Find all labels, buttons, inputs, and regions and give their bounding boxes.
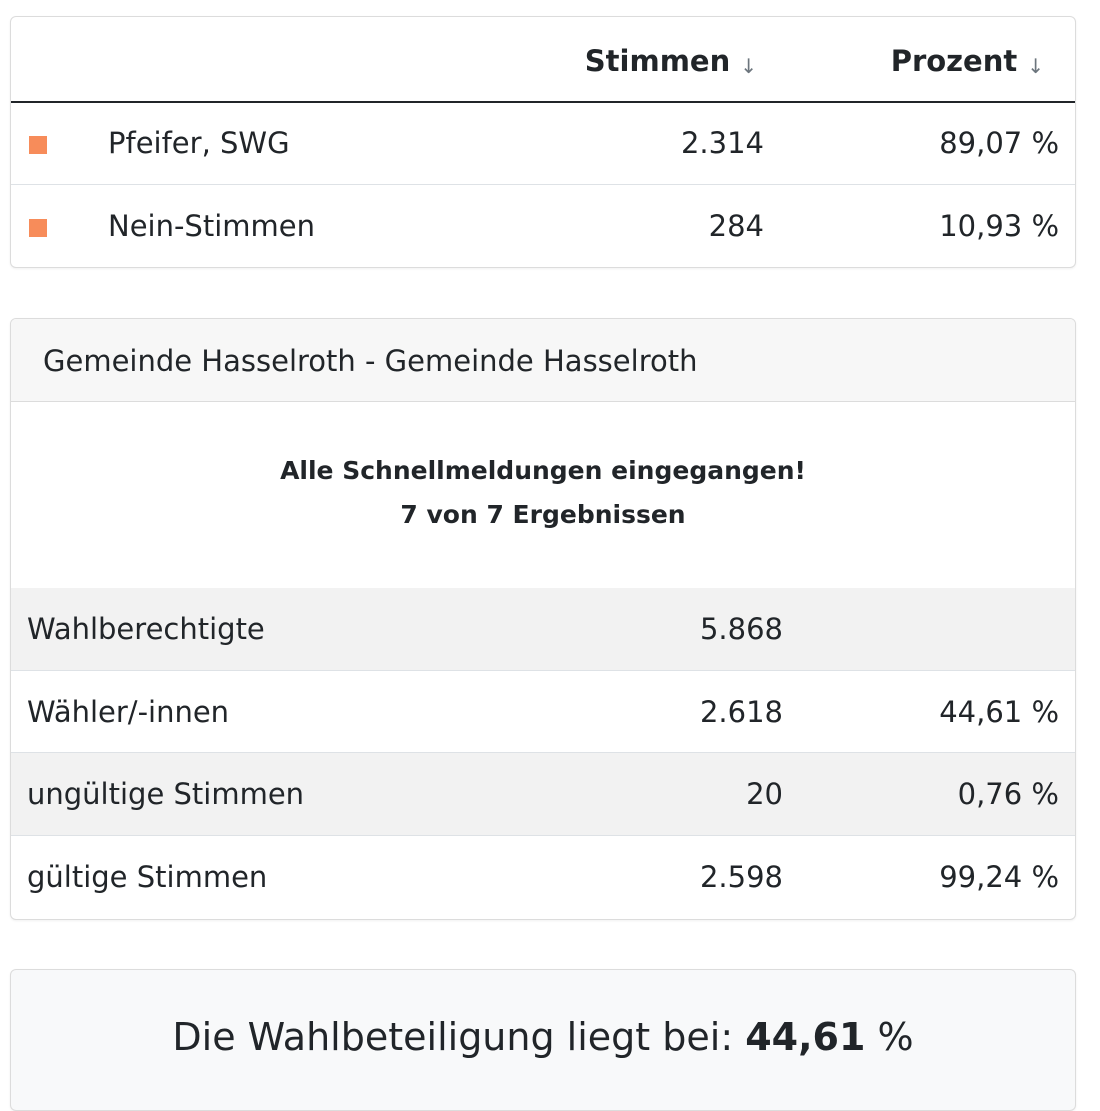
- turnout-prefix: Die Wahlbeteiligung liegt bei:: [172, 1015, 746, 1059]
- stat-label: Wähler/-innen: [27, 695, 230, 729]
- stat-percent: 99,24 %: [939, 860, 1059, 894]
- candidate-name: Nein-Stimmen: [108, 209, 315, 243]
- results-table-header: Stimmen ↓ Prozent ↓: [11, 17, 1075, 103]
- sort-arrow-icon: ↓: [1027, 54, 1044, 78]
- stat-row-eligible-voters: Wahlberechtigte 5.868: [11, 588, 1075, 670]
- stat-count: 2.598: [699, 860, 783, 894]
- candidate-name: Pfeifer, SWG: [108, 126, 290, 160]
- municipality-card-header: Gemeinde Hasselroth - Gemeinde Hasselrot…: [11, 319, 1075, 402]
- stat-row-invalid-votes: ungültige Stimmen 20 0,76 %: [11, 752, 1075, 835]
- column-header-percent[interactable]: Prozent ↓: [891, 41, 1044, 84]
- party-color-swatch: [29, 136, 47, 154]
- candidate-percent: 10,93 %: [939, 209, 1059, 243]
- municipality-card: Gemeinde Hasselroth - Gemeinde Hasselrot…: [10, 318, 1076, 920]
- municipality-title: Gemeinde Hasselroth - Gemeinde Hasselrot…: [43, 344, 698, 378]
- candidate-votes: 284: [708, 209, 764, 243]
- results-table: Stimmen ↓ Prozent ↓ Pfeifer, SWG 2.314 89,…: [10, 16, 1076, 268]
- stat-count: 2.618: [699, 695, 783, 729]
- stat-row-voters: Wähler/-innen 2.618 44,61 %: [11, 670, 1075, 753]
- stat-percent: 0,76 %: [957, 777, 1059, 811]
- turnout-card: Die Wahlbeteiligung liegt bei: 44,61 %: [10, 969, 1076, 1111]
- stat-count: 20: [746, 777, 783, 811]
- candidate-votes: 2.314: [680, 126, 764, 160]
- table-row: Pfeifer, SWG 2.314 89,07 %: [11, 102, 1075, 184]
- party-color-swatch: [29, 219, 47, 237]
- reporting-status: Alle Schnellmeldungen eingegangen! 7 von…: [11, 449, 1075, 537]
- stat-label: ungültige Stimmen: [27, 777, 305, 811]
- candidate-percent: 89,07 %: [939, 126, 1059, 160]
- turnout-value: 44,61: [745, 1015, 866, 1059]
- sort-arrow-icon: ↓: [740, 54, 757, 78]
- column-header-votes[interactable]: Stimmen ↓: [585, 41, 757, 84]
- stat-label: Wahlberechtigte: [27, 612, 265, 646]
- stat-percent: 44,61 %: [939, 695, 1059, 729]
- turnout-suffix: %: [865, 1015, 914, 1059]
- reporting-status-line-2: 7 von 7 Ergebnissen: [400, 500, 686, 529]
- turnout-summary: Die Wahlbeteiligung liegt bei: 44,61 %: [11, 1010, 1075, 1064]
- column-header-votes-label: Stimmen: [584, 44, 731, 78]
- table-row: Nein-Stimmen 284 10,93 %: [11, 184, 1075, 267]
- stat-count: 5.868: [699, 612, 783, 646]
- reporting-status-line-1: Alle Schnellmeldungen eingegangen!: [280, 456, 806, 485]
- stat-label: gültige Stimmen: [27, 860, 268, 894]
- stat-row-valid-votes: gültige Stimmen 2.598 99,24 %: [11, 835, 1075, 918]
- column-header-percent-label: Prozent: [890, 44, 1018, 78]
